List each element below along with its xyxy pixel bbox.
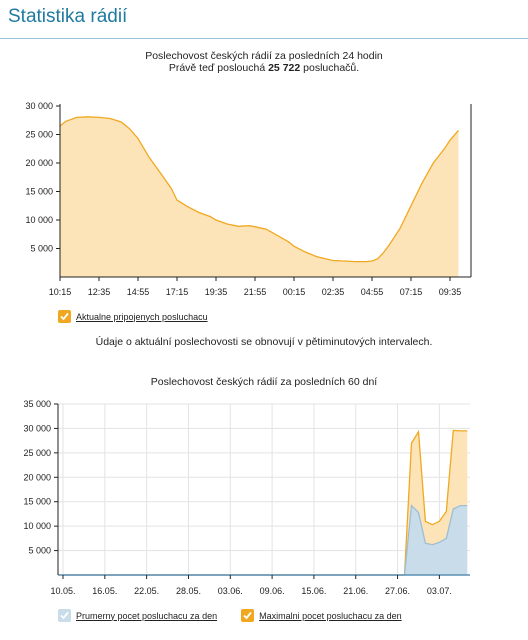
y-tick-label: 25 000: [25, 130, 53, 140]
title-divider: [0, 38, 528, 39]
y-tick-label: 30 000: [23, 423, 51, 433]
x-tick-label: 19:35: [205, 287, 228, 297]
series-max-listeners-line: [63, 429, 468, 576]
x-tick-label: 15.06.: [301, 586, 326, 596]
x-tick-label: 09:35: [439, 287, 462, 297]
checkmark-icon[interactable]: [241, 609, 255, 622]
x-tick-label: 04:55: [361, 287, 384, 297]
x-tick-label: 10.05.: [50, 586, 75, 596]
chart24-listening-prefix: Právě teď poslouchá: [168, 62, 266, 74]
series-average-listeners-area: [63, 505, 468, 575]
x-tick-label: 17:15: [166, 287, 189, 297]
y-tick-label: 5 000: [28, 546, 51, 556]
y-tick-label: 10 000: [23, 521, 51, 531]
x-tick-label: 21.06.: [343, 586, 368, 596]
x-tick-label: 14:55: [127, 287, 150, 297]
x-tick-label: 03.07.: [427, 586, 452, 596]
x-tick-label: 12:35: [88, 287, 111, 297]
page-title: Statistika rádií: [8, 6, 128, 27]
chart60-heading: Poslechovost českých rádií za posledních…: [150, 376, 378, 388]
chart24-heading: Poslechovost českých rádií za posledních…: [0, 50, 528, 74]
y-tick-label: 15 000: [23, 497, 51, 507]
y-tick-label: 10 000: [25, 215, 53, 225]
x-tick-label: 00:15: [283, 287, 306, 297]
series-average-listeners-line: [63, 504, 468, 576]
x-tick-label: 07:15: [400, 287, 423, 297]
chart24-listening-suffix: posluchačů.: [303, 62, 360, 74]
legend-item-current-listeners[interactable]: Aktualne pripojenych posluchacu: [58, 310, 208, 323]
y-tick-label: 20 000: [23, 472, 51, 482]
x-tick-label: 09.06.: [260, 586, 285, 596]
chart-24h: 5 000 10 000 15 000 20 000 25 000 30 000 10:15…: [25, 101, 472, 297]
x-tick-label: 02:35: [322, 287, 345, 297]
x-tick-label: 28.05.: [176, 586, 201, 596]
legend-label-current-listeners[interactable]: Aktualne pripojenych posluchacu: [76, 311, 208, 322]
y-tick-label: 20 000: [25, 158, 53, 168]
x-tick-label: 21:55: [244, 287, 267, 297]
legend-label-max-listeners[interactable]: Maximalni pocet posluchacu za den: [259, 610, 402, 621]
x-tick-label: 10:15: [49, 287, 72, 297]
series-area-current-listeners: [60, 116, 459, 277]
chart60-legend: Prumerny pocet posluchacu za den Maximal…: [58, 609, 420, 622]
x-tick-label: 03.06.: [218, 586, 243, 596]
x-tick-label: 22.05.: [134, 586, 159, 596]
y-tick-label: 5 000: [30, 244, 53, 254]
chart24-legend: Aktualne pripojenych posluchacu: [58, 310, 226, 323]
legend-item-max-listeners[interactable]: Maximalni pocet posluchacu za den: [241, 609, 402, 622]
x-tick-label: 16.05.: [92, 586, 117, 596]
y-tick-label: 25 000: [23, 448, 51, 458]
x-tick-label: 27.06.: [385, 586, 410, 596]
legend-label-average-listeners[interactable]: Prumerny pocet posluchacu za den: [76, 610, 218, 621]
y-tick-label: 15 000: [25, 187, 53, 197]
y-tick-label: 35 000: [23, 399, 51, 409]
chart24-listener-count: 25 722: [268, 62, 301, 74]
checkmark-icon[interactable]: [58, 609, 71, 622]
y-tick-label: 30 000: [25, 101, 53, 111]
chart24-heading-line2: Právě teď poslouchá 25 722 posluchačů.: [0, 62, 528, 74]
legend-item-average-listeners[interactable]: Prumerny pocet posluchacu za den: [58, 609, 217, 622]
chart24-heading-line1: Poslechovost českých rádií za posledních…: [145, 50, 383, 62]
refresh-note: Údaje o aktuální poslechovosti se obnovu…: [95, 336, 433, 348]
chart-60d: 5 000 10 000 15 000 20 000 25 000 30 000 35 00…: [23, 399, 470, 596]
series-line-current-listeners: [59, 116, 459, 263]
checkmark-icon[interactable]: [58, 310, 71, 323]
